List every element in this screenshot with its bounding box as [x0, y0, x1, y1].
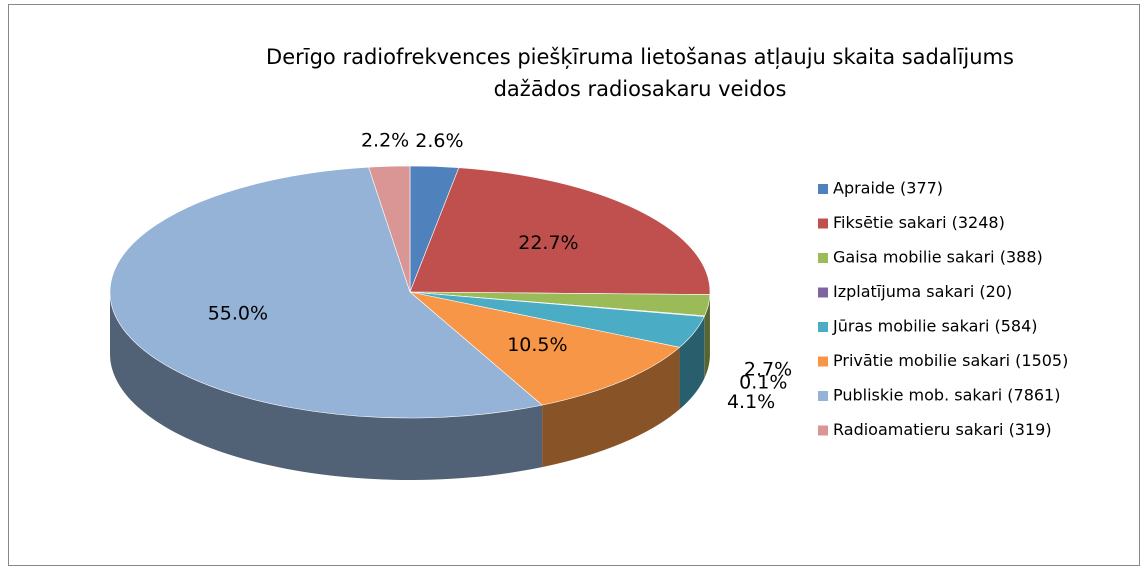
chart-title: Derīgo radiofrekvences piešķīruma lietoš…: [266, 45, 1014, 69]
legend-label: Publiskie mob. sakari (7861): [833, 386, 1060, 405]
legend-swatch: [818, 391, 828, 401]
data-label: 10.5%: [507, 334, 567, 356]
chart-title: dažādos radiosakaru veidos: [494, 77, 787, 101]
legend-swatch: [818, 219, 828, 229]
legend-swatch: [818, 322, 828, 332]
data-label: 4.1%: [727, 391, 775, 413]
legend-label: Izplatījuma sakari (20): [833, 282, 1012, 301]
data-label: 22.7%: [518, 232, 578, 254]
data-label: 2.6%: [415, 130, 463, 152]
legend-label: Apraide (377): [833, 179, 943, 198]
legend-label: Gaisa mobilie sakari (388): [833, 248, 1043, 267]
legend-label: Privātie mobilie sakari (1505): [833, 351, 1068, 370]
legend-swatch: [818, 426, 828, 436]
legend-swatch: [818, 357, 828, 367]
data-label: 2.2%: [361, 130, 409, 152]
data-label: 55.0%: [208, 303, 268, 325]
legend-label: Fiksētie sakari (3248): [833, 213, 1005, 232]
legend-swatch: [818, 253, 828, 263]
legend-swatch: [818, 184, 828, 194]
legend-label: Radioamatieru sakari (319): [833, 420, 1052, 439]
legend-swatch: [818, 288, 828, 298]
legend-label: Jūras mobilie sakari (584): [832, 317, 1038, 336]
